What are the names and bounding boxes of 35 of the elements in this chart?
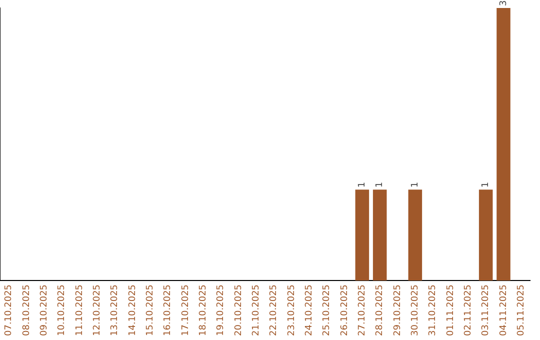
- data-label: 3: [498, 0, 509, 6]
- x-tick-label: 19.10.2025: [216, 284, 226, 336]
- x-tick-label: 12.10.2025: [92, 284, 103, 336]
- data-label: 1: [375, 182, 386, 188]
- x-tick-label: 23.10.2025: [286, 284, 297, 336]
- x-tick-label: 21.10.2025: [252, 284, 262, 336]
- x-tick-label: 02.11.2025: [464, 284, 474, 336]
- x-tick-label: 30.10.2025: [410, 284, 421, 336]
- x-tick-label: 17.10.2025: [180, 284, 191, 336]
- data-label: 1: [358, 182, 368, 188]
- x-tick-label: 04.11.2025: [498, 284, 509, 336]
- x-tick-label: 26.10.2025: [340, 284, 350, 336]
- x-tick-label: 15.10.2025: [146, 284, 156, 336]
- x-tick-label: 29.10.2025: [392, 284, 403, 336]
- x-tick-label: 07.10.2025: [4, 284, 14, 336]
- x-tick-label: 16.10.2025: [163, 284, 174, 336]
- x-tick-label: 01.11.2025: [446, 284, 456, 336]
- x-tick-label: 08.10.2025: [22, 284, 32, 336]
- x-tick-label: 27.10.2025: [358, 284, 368, 336]
- data-label: 1: [481, 182, 492, 188]
- x-tick-label: 18.10.2025: [198, 284, 209, 336]
- x-tick-label: 28.10.2025: [375, 284, 386, 336]
- x-tick-label: 13.10.2025: [110, 284, 120, 336]
- x-tick-label: 25.10.2025: [322, 284, 332, 336]
- x-tick-label: 09.10.2025: [40, 284, 50, 336]
- x-tick-label: 24.10.2025: [304, 284, 315, 336]
- x-tick-label: 03.11.2025: [481, 284, 492, 336]
- x-tick-label: 14.10.2025: [128, 284, 138, 336]
- x-tick-label: 31.10.2025: [428, 284, 438, 336]
- data-label: 1: [410, 182, 421, 188]
- x-tick-label: 05.11.2025: [516, 284, 527, 336]
- x-tick-label: 20.10.2025: [234, 284, 244, 336]
- x-tick-label: 10.10.2025: [57, 284, 68, 336]
- x-tick-label: 22.10.2025: [269, 284, 280, 336]
- x-tick-label: 11.10.2025: [74, 284, 85, 336]
